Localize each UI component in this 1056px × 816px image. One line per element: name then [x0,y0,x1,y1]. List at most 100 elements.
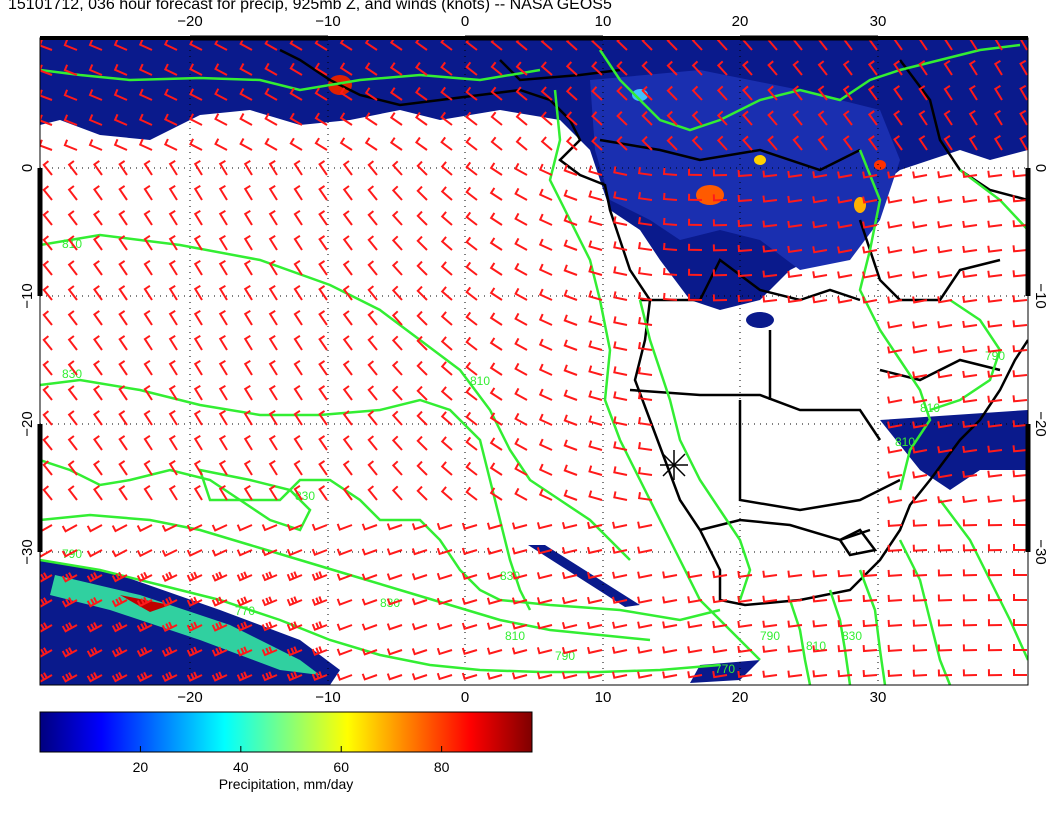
precip-peak-2 [754,155,766,165]
contour-label-11: 790 [760,629,780,643]
wind-barb [787,220,803,229]
wind-barb [264,137,278,151]
wind-barb [118,485,128,501]
contour-830 [198,468,312,532]
wind-barb [364,62,378,76]
wind-barb [88,114,103,126]
wind-barb [616,136,628,151]
wind-barb [386,648,403,656]
wind-barb [211,571,228,582]
lon-tick-top-3: 0 [461,13,469,30]
wind-barb [588,490,603,501]
wind-barb [465,386,478,401]
wind-barb [268,209,278,226]
wind-barb [587,571,603,580]
wind-barb [662,267,678,276]
wind-barb [42,260,53,276]
wind-barb [962,420,978,429]
wind-barb [511,547,528,555]
wind-barb [311,523,328,531]
wind-barb [538,188,553,201]
wind-barb [613,391,628,401]
wind-barb [436,547,453,556]
wind-barb [367,435,378,451]
wind-barb [193,434,203,451]
wind-barb [239,138,253,151]
wind-barb [40,672,53,683]
wind-barb [515,111,528,126]
wind-barb [893,60,903,76]
wind-barb [143,284,153,301]
wind-barb [737,294,753,303]
wind-barb [812,570,828,578]
wind-barb [243,234,253,251]
wind-barb [239,63,253,76]
wind-barb [987,270,1003,278]
frame-thick-segments [37,35,1031,552]
wind-barb [937,619,953,627]
colorbar: 20 40 60 80 Precipitation, mm/day [39,711,533,792]
wind-barb [937,496,953,504]
wind-barb [612,646,628,654]
wind-barb [712,620,728,629]
contour-inland-1 [548,89,761,661]
wind-barb [63,114,78,126]
wind-barb [113,88,128,101]
wind-barb [767,110,778,126]
contour-label-8: 810 [505,629,525,643]
plot-area: 810 830 810 790 770 830 830 810 790 770 … [40,38,1028,685]
wind-barb [367,460,378,476]
wind-barb [536,597,553,605]
wind-barb [641,85,653,101]
wind-barb [538,288,553,301]
wind-barb [762,670,778,678]
wind-barb [286,548,303,557]
wind-barb [691,85,703,101]
wind-barb [918,135,928,151]
wind-barb [411,573,428,581]
wind-barb [361,598,378,606]
wind-barb [243,259,253,276]
wind-barb [691,38,703,51]
wind-barb [511,672,528,680]
wind-barb [787,595,803,603]
wind-barb [662,167,678,176]
wind-barb [364,87,378,101]
wind-barb [641,110,653,126]
wind-barb [143,309,153,326]
wind-barb [587,646,603,655]
wind-barb [712,595,728,604]
wind-barb [787,270,803,279]
wind-barb [937,396,953,404]
wind-barb [268,259,278,276]
wind-barb [591,111,603,126]
wind-barb [461,622,478,630]
wind-barb [264,62,278,76]
wind-barb [565,136,578,151]
wind-barb [563,339,578,351]
wind-barb [40,549,53,558]
wind-barb [912,346,928,354]
wind-barb [687,571,703,579]
wind-barb [762,170,778,178]
wind-barb [67,285,78,301]
wind-barb [887,221,903,229]
wind-barb [143,434,153,451]
wind-barb [887,421,903,429]
wind-barb [63,64,78,76]
wind-barb [214,138,228,151]
contour-label-16: 790 [985,349,1005,363]
wind-barb [862,271,878,279]
wind-barb [118,310,128,326]
wind-barb [563,439,578,451]
wind-barb [489,487,503,501]
wind-barb [186,524,203,532]
wind-barb [812,196,828,204]
wind-barb [662,571,678,579]
wind-barb [113,38,128,51]
wind-barb [1019,134,1028,151]
wind-barb [286,621,303,632]
wind-barb [937,471,953,479]
wind-barb [465,211,478,226]
wind-barb [637,546,653,554]
